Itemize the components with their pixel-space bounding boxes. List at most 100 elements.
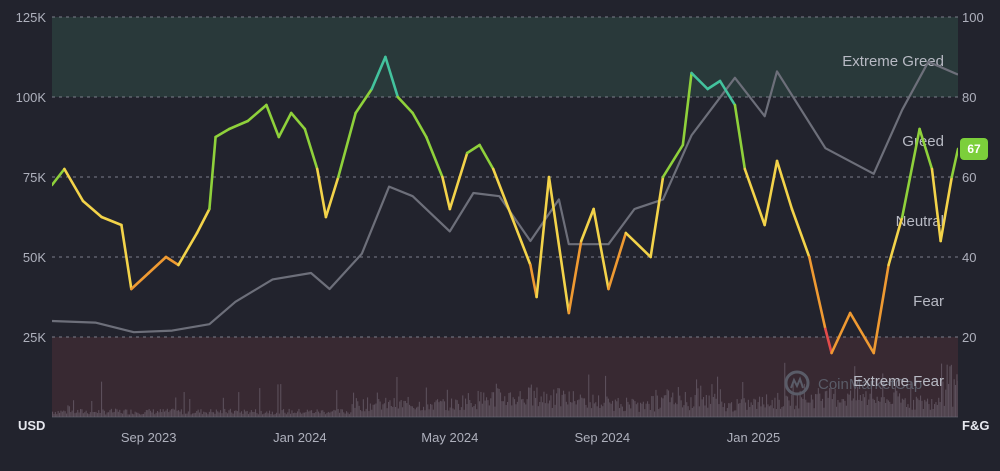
volume-bar	[631, 398, 633, 417]
volume-bar	[480, 391, 482, 417]
volume-bar	[106, 412, 108, 417]
volume-bar	[330, 411, 332, 417]
volume-bar	[718, 404, 720, 417]
volume-bar	[630, 408, 632, 417]
volume-bar	[54, 411, 56, 417]
volume-bar	[459, 410, 461, 417]
volume-bar	[136, 412, 138, 417]
volume-bar	[110, 408, 112, 417]
volume-bar	[784, 362, 786, 417]
fear-greed-segment	[277, 111, 293, 139]
volume-bar	[778, 399, 780, 417]
volume-bar	[508, 393, 510, 417]
volume-bar	[535, 397, 537, 417]
volume-bar	[420, 410, 422, 417]
volume-bar	[518, 396, 520, 417]
volume-bar	[624, 410, 626, 417]
volume-bar	[875, 402, 877, 417]
volume-bar	[680, 400, 682, 417]
zone-label: Neutral	[896, 213, 944, 230]
volume-bar	[536, 387, 538, 417]
volume-bar	[393, 398, 395, 417]
volume-bar	[463, 409, 465, 417]
volume-bar	[336, 390, 338, 417]
volume-bar	[864, 397, 866, 417]
volume-bar	[467, 393, 469, 417]
volume-bar	[840, 402, 842, 417]
volume-bar	[732, 411, 734, 417]
volume-bar	[931, 398, 933, 417]
volume-bar	[893, 392, 895, 417]
volume-bar	[550, 395, 552, 417]
volume-bar	[424, 410, 426, 417]
volume-bar	[196, 411, 198, 417]
volume-bar	[801, 397, 803, 417]
volume-bar	[532, 405, 534, 417]
fear-greed-segment	[491, 167, 514, 219]
zone-label: Extreme Fear	[853, 373, 944, 390]
volume-bar	[700, 385, 702, 417]
volume-bar	[668, 390, 670, 417]
fear-greed-segment	[315, 167, 328, 219]
volume-bar	[938, 397, 940, 417]
volume-bar	[236, 411, 238, 417]
volume-bar	[584, 398, 586, 417]
volume-bar	[593, 403, 595, 417]
volume-bar	[829, 388, 831, 417]
volume-bar	[200, 409, 202, 417]
volume-bar	[495, 383, 497, 417]
volume-bar	[262, 414, 264, 417]
volume-bar	[759, 396, 761, 417]
volume-bar	[176, 410, 178, 417]
volume-bar	[785, 395, 787, 417]
volume-bar	[834, 388, 836, 417]
volume-bar	[789, 405, 791, 417]
fear-greed-segment	[246, 103, 268, 123]
volume-bar	[383, 403, 385, 417]
volume-bar	[872, 398, 874, 417]
x-tick-label: Sep 2023	[121, 430, 177, 445]
volume-bar	[906, 407, 908, 417]
volume-bar	[675, 402, 677, 417]
volume-bar	[665, 395, 667, 417]
volume-bar	[882, 373, 884, 417]
x-tick-label: Sep 2024	[574, 430, 630, 445]
fear-greed-segment	[718, 79, 737, 107]
volume-bar	[322, 410, 324, 417]
volume-bar	[347, 412, 349, 417]
fear-greed-segment	[164, 255, 180, 267]
volume-bar	[637, 402, 639, 417]
volume-bar	[329, 412, 331, 417]
volume-bar	[838, 402, 840, 417]
volume-bar	[802, 398, 804, 417]
volume-bar	[346, 411, 348, 417]
fear-greed-segment	[208, 135, 217, 211]
volume-bar	[229, 408, 231, 417]
volume-bar	[308, 411, 310, 417]
volume-bar	[66, 413, 68, 417]
volume-bar	[287, 412, 289, 417]
volume-bar	[845, 405, 847, 417]
volume-bar	[460, 407, 462, 417]
volume-bar	[218, 412, 220, 417]
volume-bar	[883, 397, 885, 417]
volume-bar	[868, 399, 870, 417]
volume-bar	[808, 402, 810, 417]
volume-bar	[803, 383, 805, 417]
volume-bar	[250, 410, 252, 417]
volume-bar	[894, 384, 896, 417]
volume-bar	[253, 411, 255, 417]
volume-bar	[819, 393, 821, 417]
volume-bar	[288, 408, 290, 417]
volume-bar	[399, 401, 401, 417]
volume-bar	[519, 391, 521, 417]
volume-bar	[327, 411, 329, 417]
volume-bar	[445, 410, 447, 417]
volume-bar	[476, 409, 478, 417]
volume-bar	[617, 397, 619, 417]
fear-greed-segment	[81, 199, 103, 219]
volume-bar	[710, 403, 712, 417]
volume-bar	[487, 400, 489, 417]
volume-bar	[809, 402, 811, 417]
fear-greed-segment	[775, 159, 794, 211]
